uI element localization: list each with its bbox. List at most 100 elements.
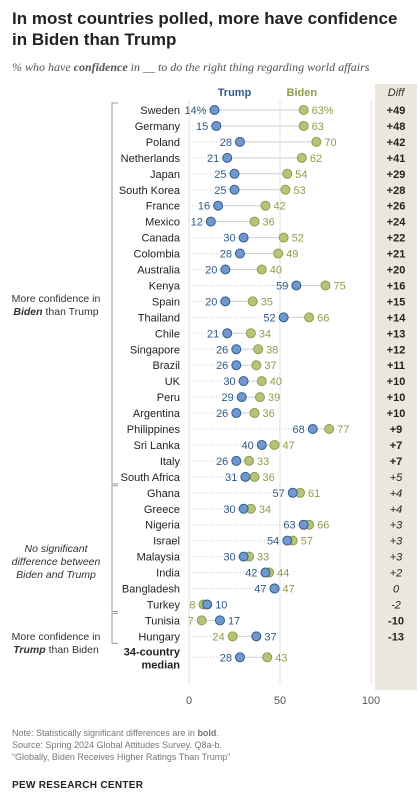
dot-biden-germany [298,120,309,131]
value-trump-italy: 26 [216,456,228,468]
group-label-3-bold-word: Trump [13,644,46,656]
diff-value-brazil: +11 [387,360,405,372]
row-label-australia: Australia [137,265,181,277]
dot-trump-colombia [234,248,245,259]
dot-trump-ghana [287,487,298,498]
diff-value-hungary: -13 [388,631,404,643]
value-trump-japan: 25 [214,169,226,181]
value-biden-34-country-median: 43 [275,652,287,664]
note-suffix: . [216,728,219,738]
value-trump-bangladesh: 47 [254,584,266,596]
row-label-netherlands: Netherlands [121,153,181,165]
value-biden-argentina: 36 [263,408,275,420]
dot-trump-france [213,200,224,211]
row-label-hungary: Hungary [138,631,180,643]
dot-trump-singapore [231,344,242,355]
value-trump-india: 42 [245,568,257,580]
diff-value-sri-lanka: +7 [390,440,403,452]
chart-title: In most countries polled, more have conf… [12,9,398,49]
diff-value-nigeria: +3 [390,520,403,532]
group-label-2-line1: No significant [24,543,88,555]
x-tick-label-100: 100 [362,695,380,707]
row-label-spain: Spain [152,296,180,308]
value-trump-colombia: 28 [220,249,232,261]
dot-biden-australia [256,264,267,275]
value-trump-sweden: 14% [184,105,206,117]
footnote: Note: Statistically significant differen… [12,728,219,739]
row-label-france: France [146,201,180,213]
diff-value-thailand: +14 [387,312,407,324]
dot-trump-germany [211,120,222,131]
row-label-philippines: Philippines [127,424,181,436]
row-label-argentina: Argentina [133,408,181,420]
value-trump-netherlands: 21 [207,153,219,165]
row-label-nigeria: Nigeria [145,520,181,532]
row-label-sri-lanka: Sri Lanka [134,440,181,452]
value-trump-turkey: 10 [215,599,227,611]
row-label-tunisia: Tunisia [145,615,181,627]
dot-trump-south-africa [240,471,251,482]
value-trump-kenya: 59 [276,280,288,292]
value-biden-australia: 40 [270,265,282,277]
diff-value-sweden: +49 [387,105,406,117]
series-label-biden: Biden [287,87,318,99]
subtitle-bold-word: confidence [73,60,128,74]
row-label-japan: Japan [150,169,180,181]
dot-biden-italy [244,455,255,466]
row-label-turkey: Turkey [147,599,181,611]
dot-biden-france [260,200,271,211]
dot-trump-tunisia [214,615,225,626]
dot-trump-poland [234,136,245,147]
series-label-trump: Trump [218,87,252,99]
dot-biden-chile [245,328,256,339]
diff-value-bangladesh: 0 [393,584,400,596]
dot-trump-malaysia [238,551,249,562]
group-label-3-line1: More confidence in [12,631,101,643]
value-biden-canada: 52 [292,233,304,245]
dot-trump-peru [236,392,247,403]
value-trump-south-africa: 31 [225,472,237,484]
diff-value-peru: +10 [387,392,406,404]
dot-biden-uk [256,376,267,387]
value-trump-australia: 20 [205,265,217,277]
value-biden-chile: 34 [259,328,271,340]
dot-biden-34-country-median [262,652,273,663]
row-label-sweden: Sweden [140,105,180,117]
value-biden-uk: 40 [270,376,282,388]
dot-biden-hungary [227,631,238,642]
value-biden-italy: 33 [257,456,269,468]
diff-value-israel: +3 [390,536,403,548]
diff-value-malaysia: +3 [390,552,403,564]
dot-trump-turkey [202,599,213,610]
row-label-kenya: Kenya [149,280,181,292]
value-biden-france: 42 [273,201,285,213]
diff-value-uk: +10 [387,376,406,388]
dot-biden-poland [311,136,322,147]
value-biden-israel: 57 [301,536,313,548]
diff-value-argentina: +10 [387,408,406,420]
value-trump-israel: 54 [267,536,279,548]
dot-biden-japan [282,168,293,179]
dot-biden-brazil [251,360,262,371]
dot-biden-sweden [298,105,309,115]
value-biden-peru: 39 [268,392,280,404]
value-trump-brazil: 26 [216,360,228,372]
row-label-thailand: Thailand [138,312,180,324]
value-trump-germany: 15 [196,121,208,133]
value-biden-india: 44 [277,568,289,580]
dot-trump-sri-lanka [256,439,267,450]
subtitle-suffix: in __ to do the right thing regarding wo… [127,60,370,74]
diff-value-tunisia: -10 [388,615,404,627]
diff-value-ghana: +4 [390,488,403,500]
row-label-israel: Israel [153,536,180,548]
row-label-peru: Peru [157,392,180,404]
dot-trump-canada [238,232,249,243]
dot-biden-netherlands [296,152,307,163]
value-trump-peru: 29 [222,392,234,404]
value-trump-34-country-median: 28 [220,652,232,664]
diff-value-poland: +42 [387,137,406,149]
dot-trump-philippines [307,424,318,434]
dot-trump-greece [238,503,249,514]
dot-biden-peru [254,392,265,403]
